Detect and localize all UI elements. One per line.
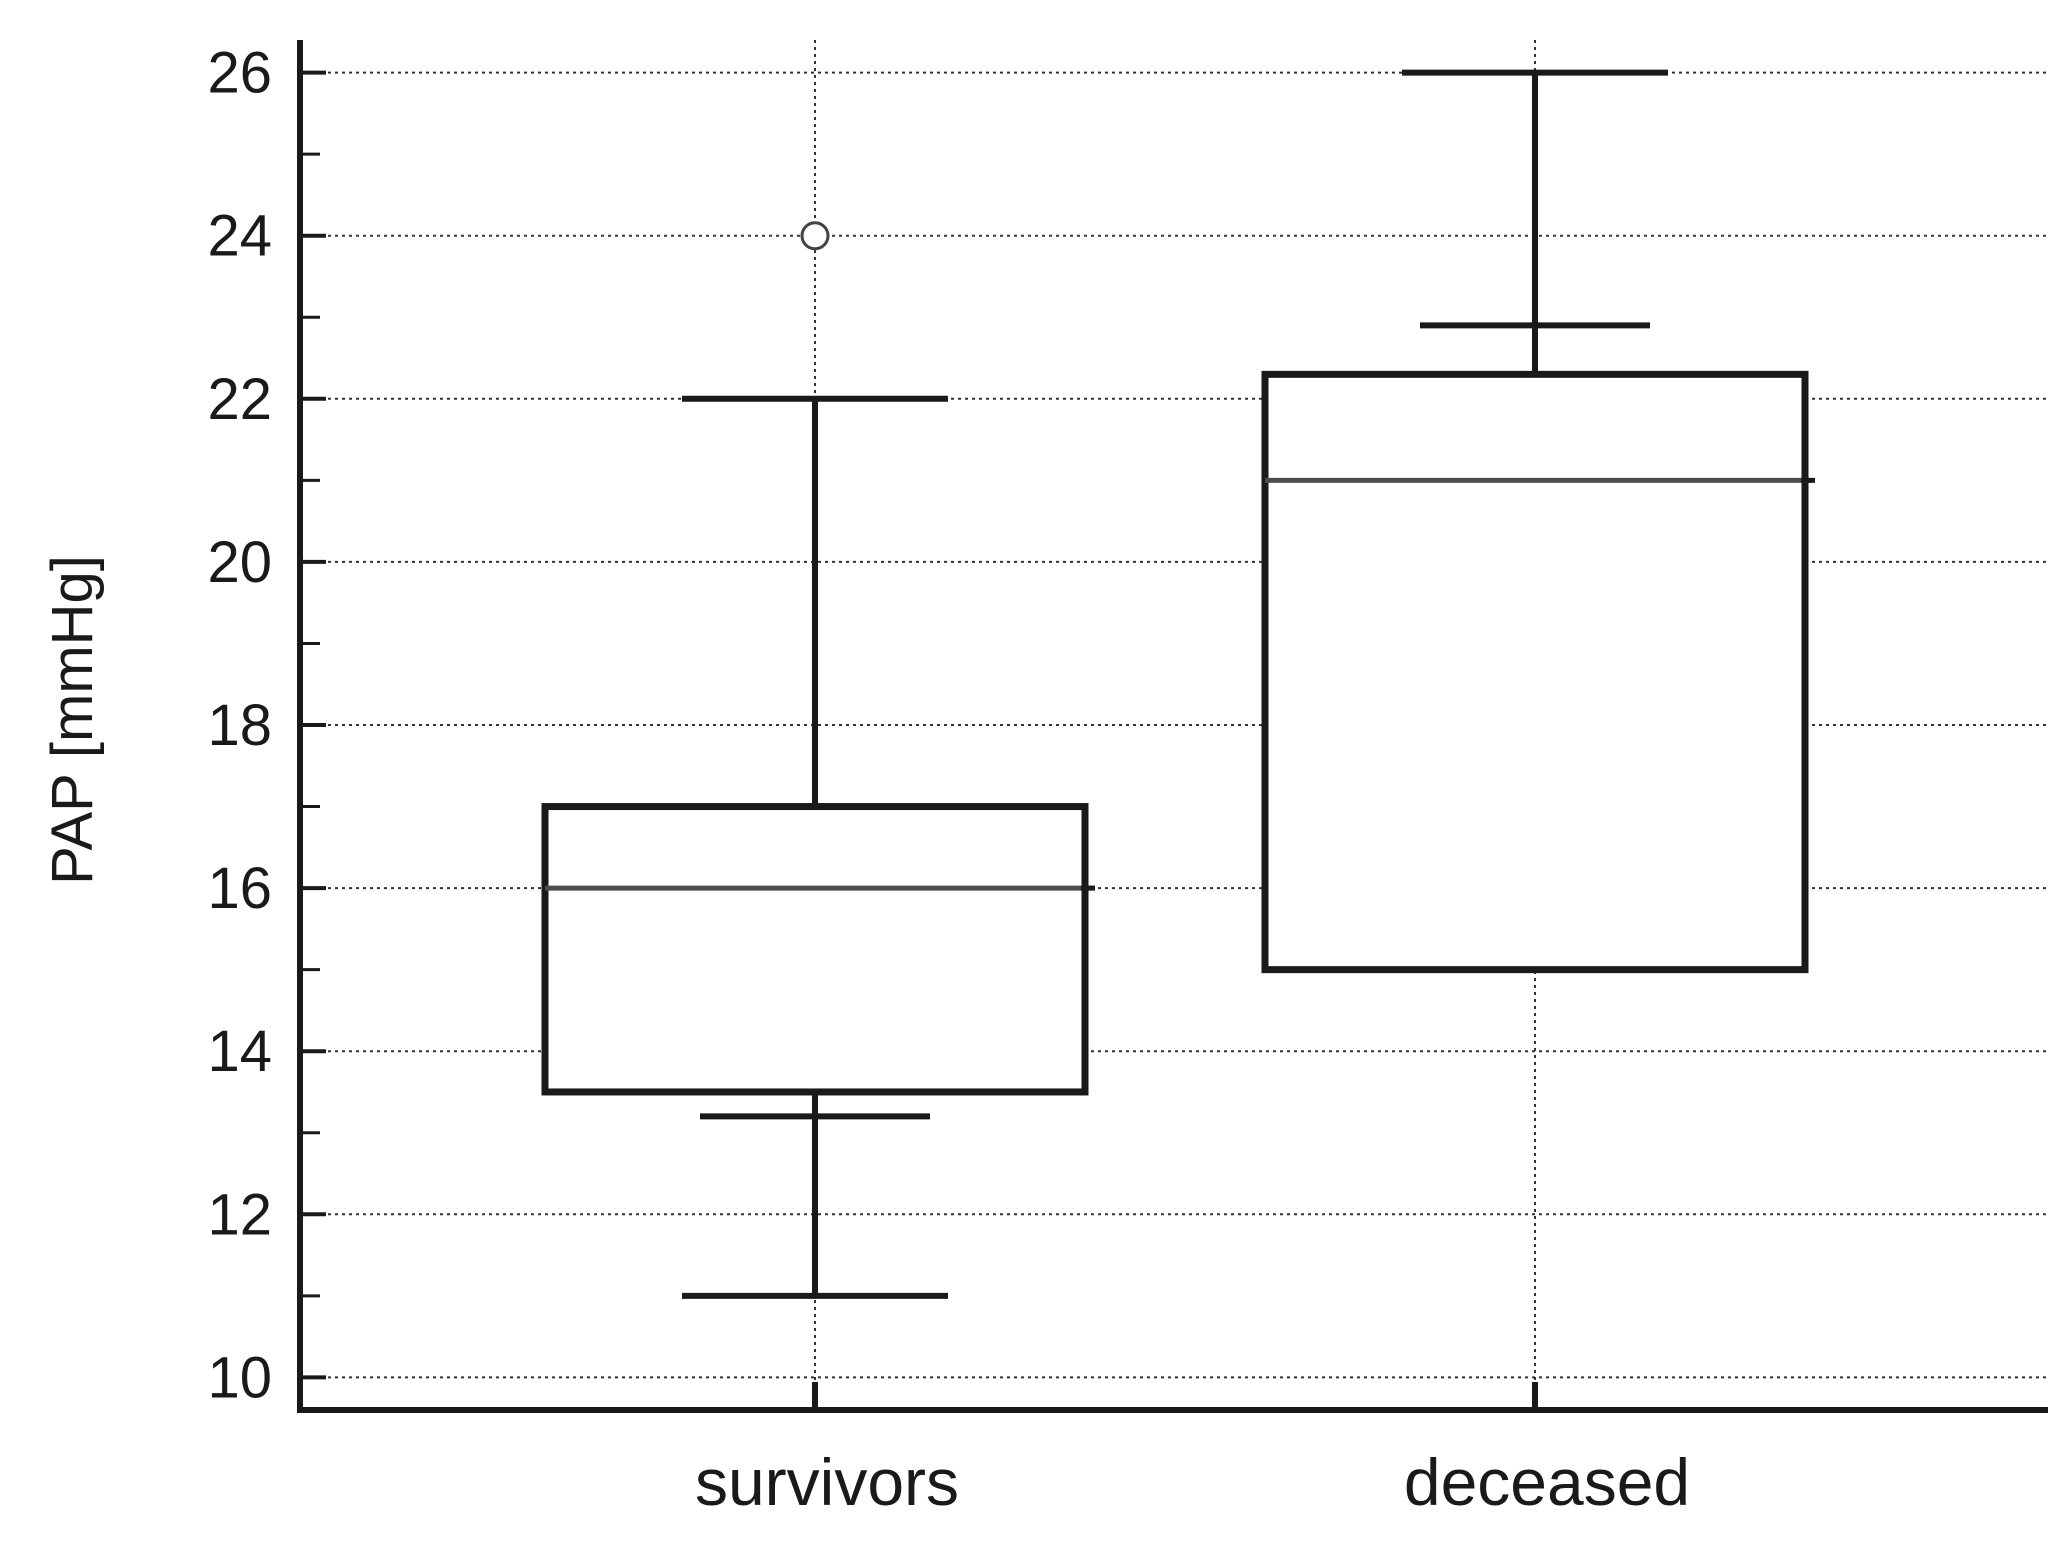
x-category-label: survivors xyxy=(695,1445,959,1519)
y-tick-label: 24 xyxy=(207,204,272,269)
box-layer xyxy=(541,69,1815,1299)
y-tick-label: 14 xyxy=(207,1019,272,1084)
y-tick-label: 16 xyxy=(207,856,272,921)
y-tick-label: 18 xyxy=(207,693,272,758)
box-deceased xyxy=(1261,370,1809,974)
y-tick-label: 20 xyxy=(207,530,272,595)
y-axis-title: PAP [mmHg] xyxy=(40,555,105,885)
y-tick-label: 12 xyxy=(207,1182,272,1247)
axes xyxy=(297,40,2048,1413)
box-survivors xyxy=(541,803,1089,1096)
y-tick-label: 10 xyxy=(207,1345,272,1410)
y-tick-label: 22 xyxy=(207,367,272,432)
outlier-point xyxy=(800,221,830,251)
y-tick-label: 26 xyxy=(207,41,272,106)
labels: PAP [mmHg] 10 12 14 16 18 20 22 24 26 survivors de… xyxy=(40,41,1690,1519)
x-category-label: deceased xyxy=(1404,1445,1690,1519)
